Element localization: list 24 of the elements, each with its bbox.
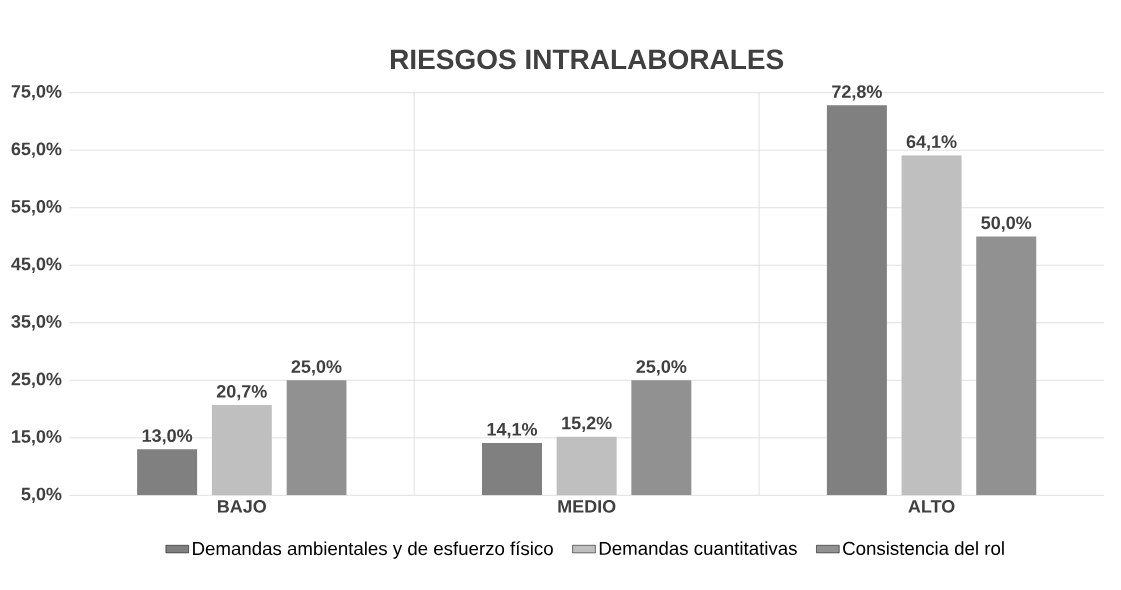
data-label: 25,0% xyxy=(291,360,342,376)
y-tick-label: 5,0% xyxy=(21,487,62,504)
y-tick-label: 55,0% xyxy=(11,200,62,216)
data-label: 25,0% xyxy=(636,360,687,376)
data-label: 50,0% xyxy=(981,216,1032,232)
y-tick-label: 25,0% xyxy=(11,372,62,388)
y-tick-label: 75,0% xyxy=(11,84,62,101)
legend-label: Demandas cuantitativas xyxy=(599,541,797,556)
x-tick-label: MEDIO xyxy=(558,500,616,513)
data-label: 13,0% xyxy=(142,429,193,445)
x-tick-label: BAJO xyxy=(217,500,267,513)
y-tick-label: 45,0% xyxy=(11,257,62,273)
y-tick-label: 35,0% xyxy=(11,315,62,331)
x-tick-label: ALTO xyxy=(908,500,955,513)
data-label: 14,1% xyxy=(487,422,538,439)
data-label: 20,7% xyxy=(216,384,267,401)
y-tick-label: 15,0% xyxy=(12,430,62,446)
y-tick-label: 65,0% xyxy=(11,142,62,158)
chart-title: RIESGOS INTRALABORALES xyxy=(390,49,784,70)
data-label: 15,2% xyxy=(562,416,612,432)
data-label: 72,8% xyxy=(832,85,882,101)
legend-label: Demandas ambientales y de esfuerzo físico xyxy=(193,541,553,559)
legend-label: Consistencia del rol xyxy=(843,541,1004,556)
data-label: 64,1% xyxy=(906,135,957,151)
